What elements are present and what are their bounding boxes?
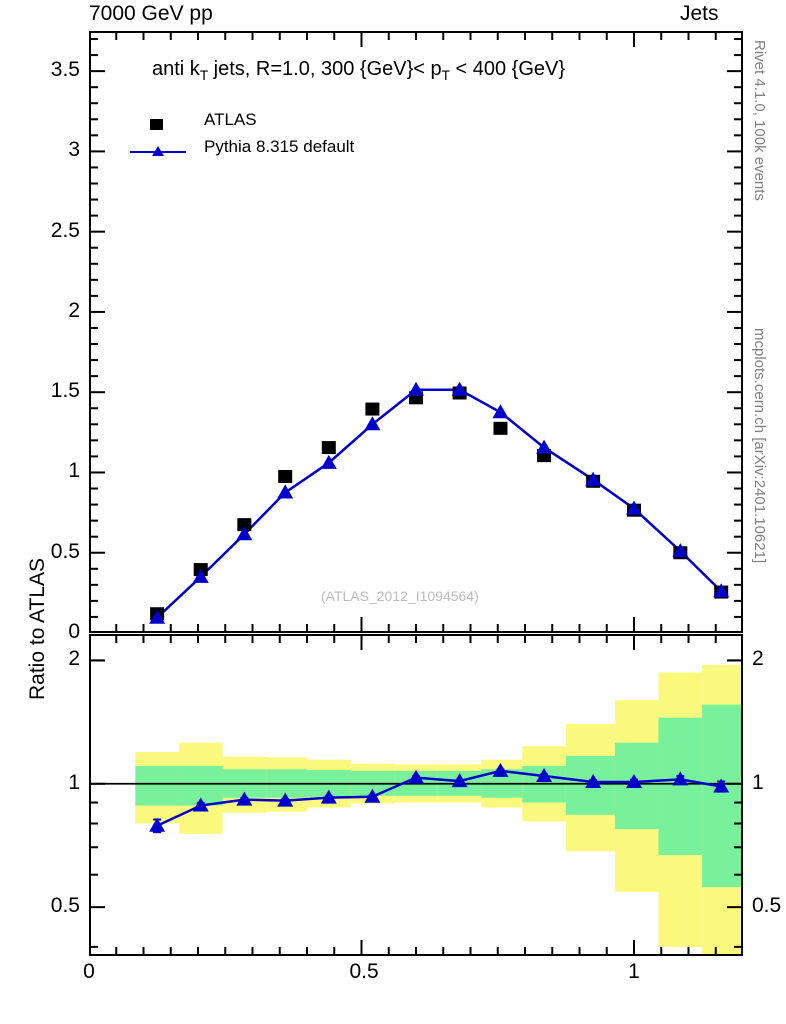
- title-part-b: jets, R=1.0, 300 {GeV}< p: [208, 58, 442, 80]
- legend-item-atlas[interactable]: ATLAS: [128, 110, 428, 138]
- ratio-uncertainty-bands: [135, 664, 743, 956]
- main-y-tick-label: 0.5: [50, 539, 80, 563]
- legend-item-pythia[interactable]: Pythia 8.315 default: [128, 137, 428, 166]
- ratio-y-tick-label-left: 1: [68, 770, 80, 794]
- title-sub-kt: T: [199, 67, 209, 83]
- main-y-tick-label: 3.5: [50, 58, 80, 82]
- main-axis-ticks: [89, 32, 743, 633]
- ratio-y-tick-label-right: 2: [752, 647, 764, 671]
- header-left-label: 7000 GeV pp: [89, 2, 213, 25]
- ratio-inner-band-bin: [135, 766, 179, 806]
- x-tick-label: 0.5: [349, 960, 379, 983]
- x-tick-label: 1: [628, 960, 640, 983]
- main-y-tick-label: 2: [68, 298, 80, 322]
- plot-title: anti kT jets, R=1.0, 300 {GeV}< pT < 400…: [152, 58, 565, 83]
- ratio-plot-svg: [89, 634, 743, 956]
- main-plot-panel: [89, 31, 743, 633]
- main-y-tick-label: 0: [68, 620, 80, 643]
- legend-label-pythia: Pythia 8.315 default: [204, 137, 355, 156]
- mcplots-reference-label: mcplots.cern.ch [arXiv:2401.10621]: [751, 328, 768, 564]
- main-y-tick-label: 1: [68, 459, 80, 483]
- title-part-a: anti k: [152, 58, 200, 80]
- header-right-label: Jets: [680, 2, 719, 25]
- main-plot-svg: [89, 31, 743, 633]
- ratio-inner-band-bin: [658, 717, 703, 856]
- legend-label-atlas: ATLAS: [204, 110, 257, 129]
- ratio-y-tick-label-right: 0.5: [752, 894, 782, 918]
- ratio-y-tick-label-left: 0.5: [50, 894, 80, 918]
- main-y-tick-label: 2.5: [50, 218, 80, 242]
- x-tick-label: 0: [83, 960, 95, 983]
- ratio-y-tick-label-left: 2: [68, 647, 80, 671]
- main-y-tick-label: 3: [68, 138, 80, 162]
- main-y-tick-label: 1.5: [50, 379, 80, 403]
- rivet-version-label: Rivet 4.1.0, 100k events: [751, 40, 768, 201]
- ratio-data-series: [149, 762, 730, 834]
- title-sub-pt: T: [441, 67, 450, 83]
- ratio-inner-band-bin: [702, 704, 743, 887]
- main-data-series: [149, 381, 730, 624]
- title-part-c: < 400 {GeV}: [449, 58, 566, 80]
- legend: ATLAS Pythia 8.315 default: [128, 110, 428, 166]
- ratio-y-axis-title: Ratio to ATLAS: [26, 557, 49, 700]
- ratio-plot-panel: [89, 634, 743, 956]
- analysis-watermark: (ATLAS_2012_I1094564): [321, 588, 479, 604]
- legend-marker-square: [150, 119, 163, 130]
- legend-marker-triangle-line: [130, 146, 186, 156]
- ratio-y-tick-label-right: 1: [752, 770, 764, 794]
